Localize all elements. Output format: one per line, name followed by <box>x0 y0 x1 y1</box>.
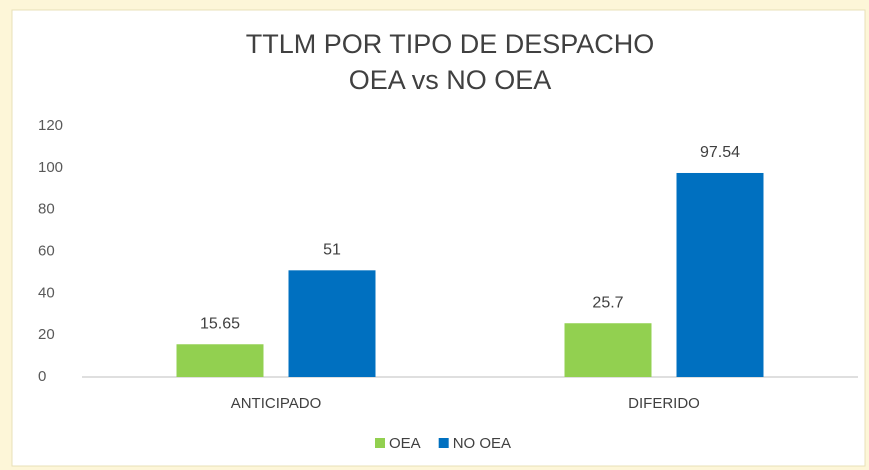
value-label: 97.54 <box>700 144 740 161</box>
chart-title: TTLM POR TIPO DE DESPACHO <box>246 29 655 59</box>
y-tick-label: 80 <box>38 201 55 218</box>
legend-label: NO OEA <box>453 435 511 452</box>
value-label: 25.7 <box>592 294 623 311</box>
y-tick-label: 20 <box>38 326 55 343</box>
chart-subtitle: OEA vs NO OEA <box>349 65 552 95</box>
y-tick-label: 120 <box>38 117 63 134</box>
legend-swatch <box>438 438 449 448</box>
x-tick-label: DIFERIDO <box>628 395 700 412</box>
x-tick-label: ANTICIPADO <box>231 395 322 412</box>
y-tick-label: 0 <box>38 368 46 385</box>
bar <box>564 323 652 377</box>
legend-label: OEA <box>389 435 421 452</box>
y-tick-label: 40 <box>38 284 55 301</box>
value-label: 15.65 <box>200 315 240 332</box>
y-tick-label: 100 <box>38 159 63 176</box>
bar <box>676 172 764 377</box>
legend-swatch <box>375 438 385 448</box>
y-tick-label: 60 <box>38 242 55 259</box>
bar <box>176 344 264 377</box>
value-label: 51 <box>323 242 341 259</box>
bar <box>288 270 376 377</box>
